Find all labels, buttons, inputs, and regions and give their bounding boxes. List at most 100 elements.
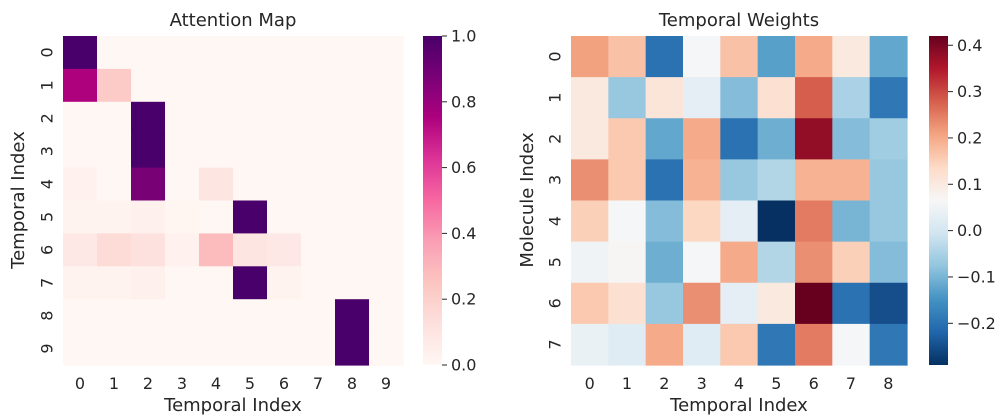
- heatmap-cell-temporal-weights: [795, 36, 833, 78]
- x-axis-label-attention-map: Temporal Index: [163, 395, 302, 416]
- heatmap-cell-attention-map: [165, 233, 200, 267]
- heatmap-cell-temporal-weights: [571, 36, 609, 78]
- colorbar-tick-label: 0.4: [451, 224, 476, 243]
- x-tick-label: 1: [109, 374, 119, 393]
- heatmap-cell-attention-map: [267, 101, 302, 136]
- heatmap-cell-attention-map: [97, 134, 132, 169]
- heatmap-cell-attention-map: [233, 68, 268, 103]
- chart-title-temporal-weights: Temporal Weights: [658, 10, 819, 31]
- heatmap-cell-temporal-weights: [683, 282, 721, 325]
- heatmap-cell-attention-map: [301, 167, 336, 202]
- heatmap-cell-attention-map: [301, 36, 336, 70]
- heatmap-cell-attention-map: [301, 233, 336, 267]
- colorbar-tick-label: 1.0: [451, 27, 476, 46]
- colorbar-ticks-temporal-weights: −0.2 −0.1 0.0 0.1 0.2 0.3 0.4: [948, 36, 996, 333]
- heatmap-cell-attention-map: [301, 332, 336, 366]
- chart-title-attention-map: Attention Map: [170, 10, 297, 31]
- heatmap-cell-temporal-weights: [869, 200, 908, 243]
- heatmap-cell-attention-map: [301, 134, 336, 169]
- heatmap-cell-attention-map: [233, 134, 268, 169]
- attention-map-chart: Attention Map 0 1 2 3 4 5 6 7 8 9 0 1 2 3 4 5 6 7 8 9 Temp…: [8, 10, 476, 416]
- heatmap-cell-attention-map: [233, 299, 268, 333]
- heatmap-cell-temporal-weights: [757, 241, 796, 284]
- heatmap-cell-temporal-weights: [571, 159, 609, 202]
- heatmap-cell-attention-map: [131, 233, 166, 267]
- heatmap-cell-temporal-weights: [869, 323, 908, 366]
- heatmap-cell-attention-map: [233, 200, 268, 234]
- colorbar-tick-label: 0.1: [957, 175, 982, 194]
- heatmap-cell-attention-map: [233, 167, 268, 202]
- x-tick-label: 0: [585, 374, 595, 393]
- heatmap-cell-temporal-weights: [869, 118, 908, 160]
- heatmap-cell-attention-map: [165, 332, 200, 366]
- heatmap-cell-attention-map: [267, 36, 302, 70]
- heatmap-cell-attention-map: [301, 68, 336, 103]
- heatmap-cell-attention-map: [369, 200, 404, 234]
- heatmap-cell-attention-map: [335, 233, 370, 267]
- y-tick-label: 9: [38, 343, 57, 353]
- x-tick-label: 5: [771, 374, 781, 393]
- heatmap-cell-attention-map: [131, 266, 166, 300]
- heatmap-cell-attention-map: [97, 299, 132, 333]
- heatmap-cell-attention-map: [97, 167, 132, 202]
- heatmap-cell-temporal-weights: [720, 241, 759, 284]
- colorbar-temporal-weights: −0.2 −0.1 0.0 0.1 0.2 0.3 0.4: [929, 36, 996, 365]
- y-tick-labels-temporal-weights: 0 1 2 3 4 5 6 7: [546, 51, 565, 349]
- heatmap-cell-temporal-weights: [571, 77, 609, 119]
- heatmap-cell-attention-map: [335, 299, 370, 333]
- heatmap-cell-attention-map: [369, 167, 404, 202]
- y-tick-label: 2: [38, 113, 57, 123]
- heatmap-cell-temporal-weights: [571, 282, 609, 325]
- heatmap-cell-temporal-weights: [608, 200, 647, 243]
- x-tick-label: 7: [846, 374, 856, 393]
- heatmap-cell-attention-map: [233, 36, 268, 70]
- heatmap-cell-attention-map: [199, 134, 234, 169]
- heatmap-cell-temporal-weights: [757, 159, 796, 202]
- y-tick-label: 7: [38, 278, 57, 288]
- heatmap-cell-attention-map: [199, 299, 234, 333]
- x-tick-label: 8: [347, 374, 357, 393]
- heatmap-cell-temporal-weights: [795, 118, 833, 160]
- heatmap-cell-attention-map: [267, 299, 302, 333]
- y-tick-label: 6: [546, 298, 565, 308]
- heatmap-cell-temporal-weights: [683, 241, 721, 284]
- heatmap-cell-attention-map: [131, 332, 166, 366]
- heatmap-cell-attention-map: [369, 68, 404, 103]
- heatmap-cell-temporal-weights: [832, 323, 871, 366]
- heatmap-cell-attention-map: [199, 332, 234, 366]
- heatmap-cell-attention-map: [131, 101, 166, 136]
- heatmap-cell-temporal-weights: [608, 36, 647, 78]
- heatmap-cell-attention-map: [267, 167, 302, 202]
- y-tick-label: 2: [546, 134, 565, 144]
- heatmap-cell-temporal-weights: [683, 200, 721, 243]
- heatmap-cell-temporal-weights: [832, 200, 871, 243]
- heatmap-cell-attention-map: [63, 299, 98, 333]
- heatmap-cell-attention-map: [131, 299, 166, 333]
- x-tick-label: 7: [313, 374, 323, 393]
- heatmap-cell-attention-map: [301, 299, 336, 333]
- y-tick-label: 1: [38, 80, 57, 90]
- heatmap-cell-temporal-weights: [757, 200, 796, 243]
- heatmap-cell-attention-map: [63, 68, 98, 103]
- heatmap-cell-attention-map: [97, 266, 132, 300]
- colorbar-tick-label: 0.0: [957, 221, 982, 240]
- colorbar-tick-label: 0.6: [451, 158, 476, 177]
- x-tick-label: 4: [734, 374, 744, 393]
- heatmap-cell-attention-map: [199, 200, 234, 234]
- heatmap-cell-temporal-weights: [645, 118, 684, 160]
- heatmap-cell-temporal-weights: [832, 282, 871, 325]
- y-axis-label-temporal-weights: Molecule Index: [517, 132, 538, 268]
- heatmap-cell-attention-map: [165, 266, 200, 300]
- heatmap-cell-attention-map: [301, 101, 336, 136]
- heatmap-cell-attention-map: [199, 68, 234, 103]
- x-tick-label: 6: [279, 374, 289, 393]
- x-tick-label: 8: [883, 374, 893, 393]
- heatmap-cell-temporal-weights: [571, 200, 609, 243]
- heatmap-cell-attention-map: [267, 332, 302, 366]
- heatmap-cell-temporal-weights: [720, 118, 759, 160]
- x-tick-label: 9: [381, 374, 391, 393]
- heatmap-cell-temporal-weights: [869, 159, 908, 202]
- heatmap-cell-temporal-weights: [869, 36, 908, 78]
- heatmap-cell-temporal-weights: [608, 241, 647, 284]
